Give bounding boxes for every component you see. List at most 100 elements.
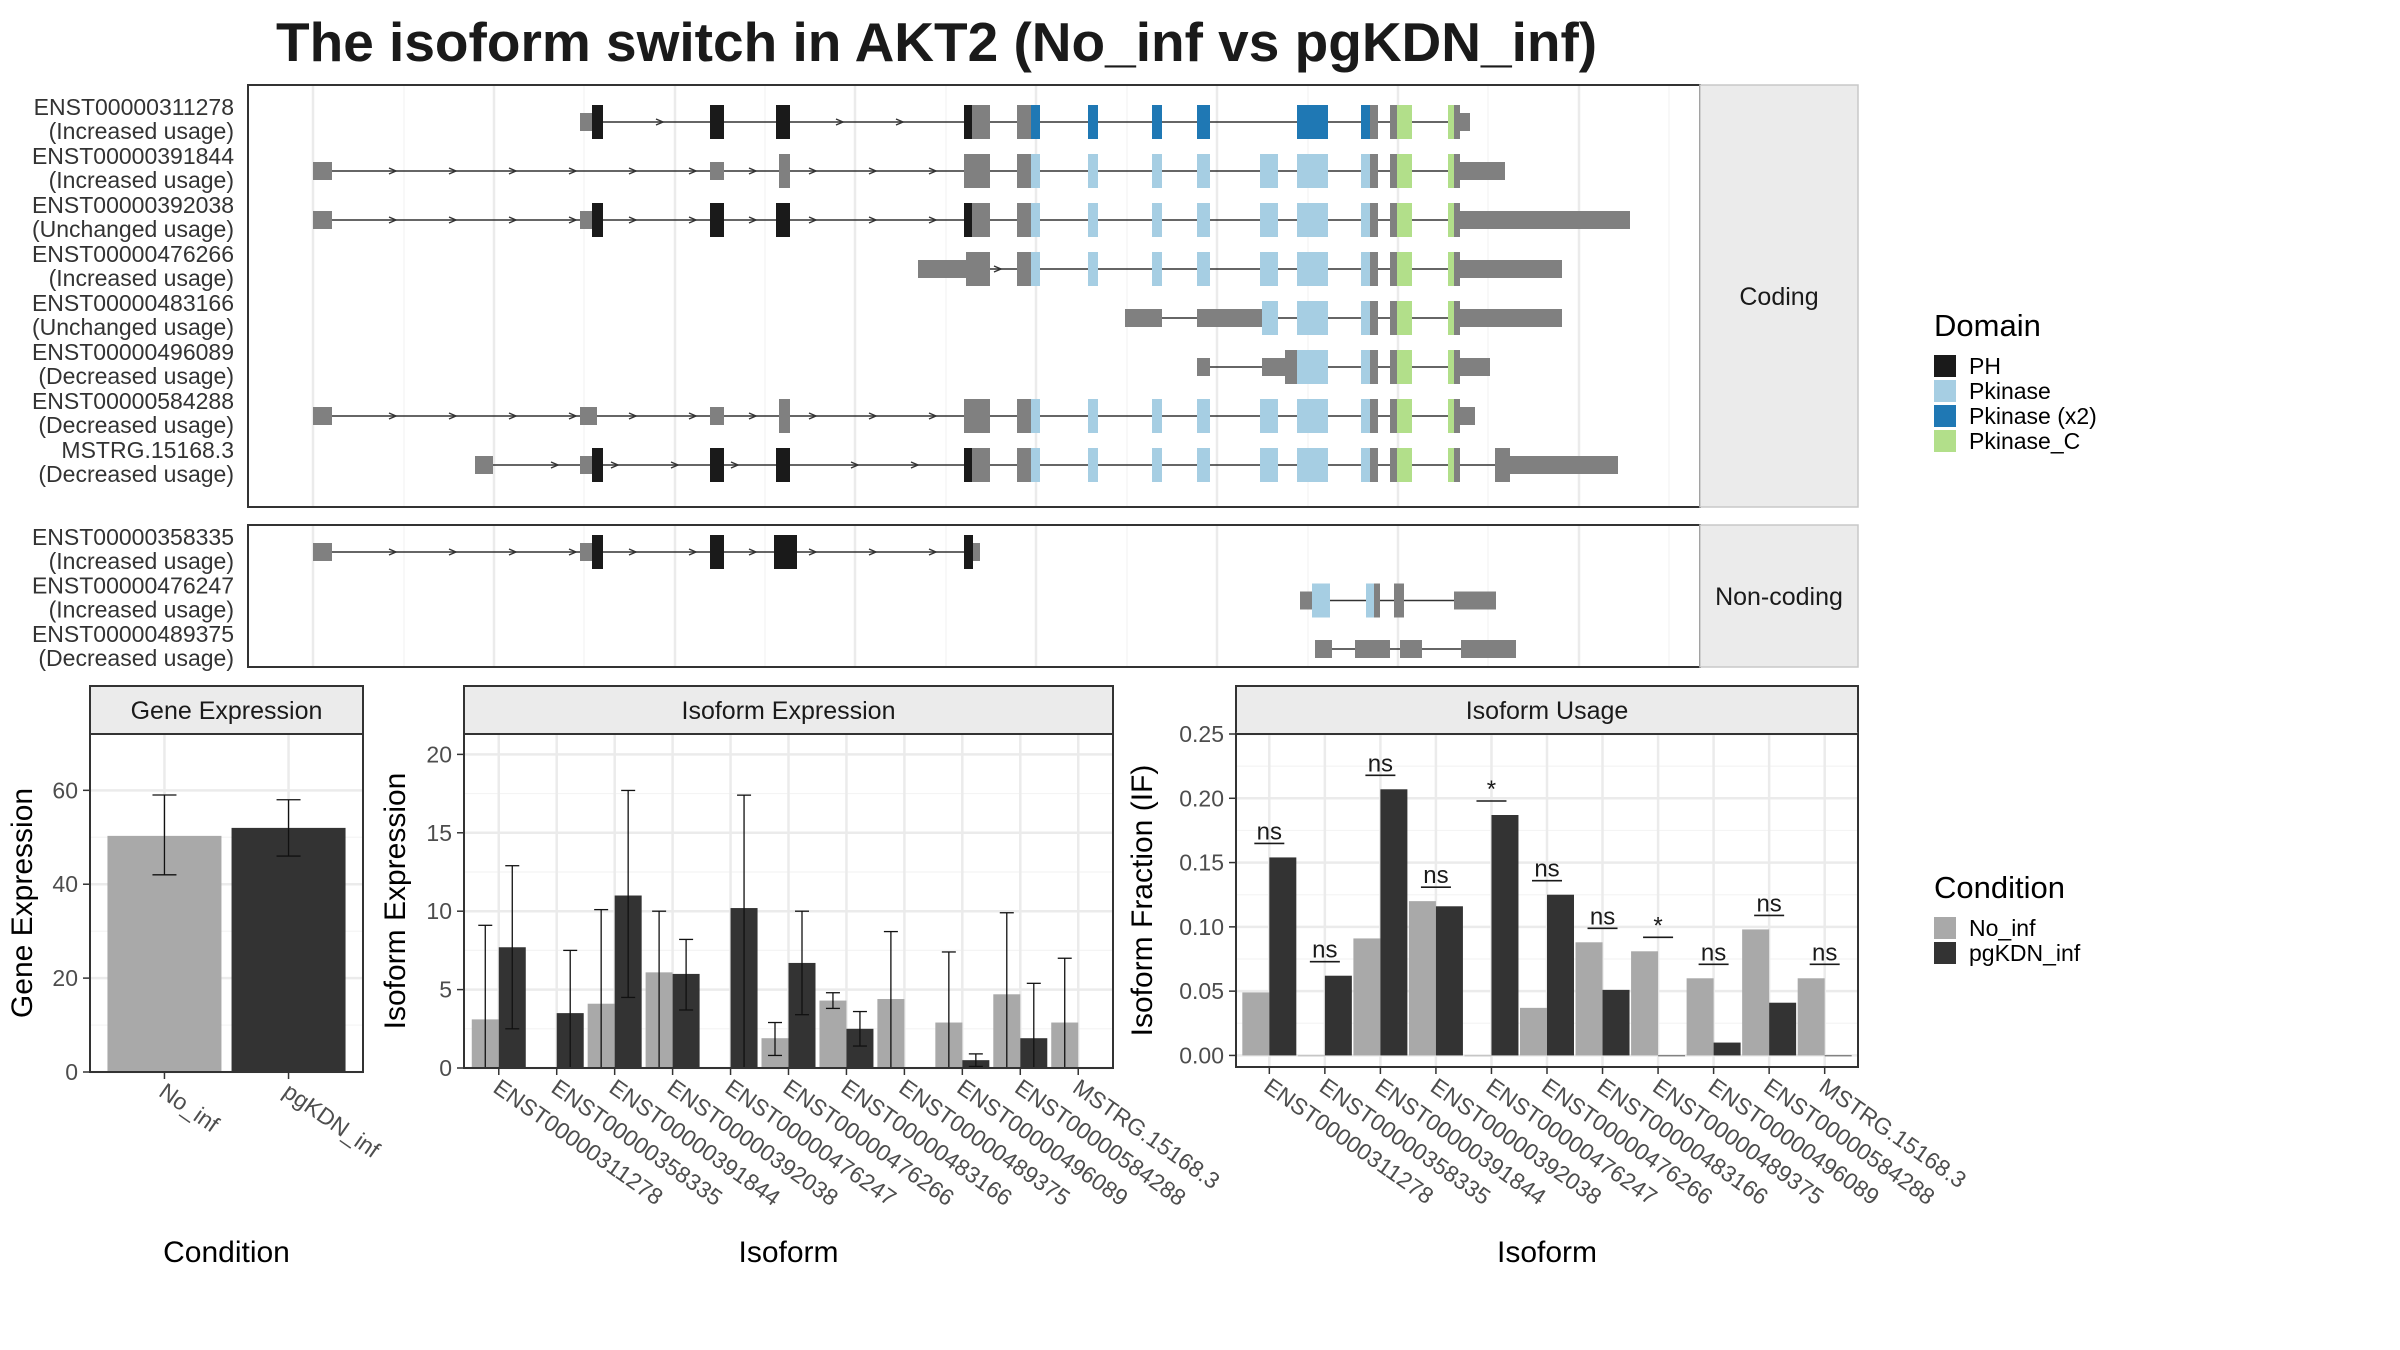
y-tick-label: 20 <box>426 741 452 767</box>
exon-block <box>964 448 972 482</box>
exon-block <box>1454 591 1461 610</box>
y-tick-label: 0.15 <box>1179 850 1224 876</box>
direction-arrow <box>835 118 845 126</box>
transcript-id-label: ENST00000392038 <box>32 192 234 218</box>
exon-block <box>580 543 592 561</box>
transcript-usage-label: (Decreased usage) <box>38 645 234 671</box>
exon-block <box>1017 203 1031 237</box>
condition-legend-title: Condition <box>1934 870 2065 905</box>
exon-block <box>1454 448 1460 482</box>
exon-block <box>710 448 724 482</box>
condition-legend-label: No_inf <box>1969 915 2036 941</box>
y-tick-label: 10 <box>426 898 452 924</box>
direction-arrow <box>748 167 758 175</box>
exon-block <box>1454 301 1460 335</box>
exon-block <box>1297 301 1328 335</box>
direction-arrow <box>688 167 698 175</box>
direction-arrow <box>568 548 578 556</box>
facet-strip-title: Isoform Usage <box>1466 697 1629 725</box>
exon-block <box>1448 301 1454 335</box>
coding-panel-strip <box>1699 84 1859 508</box>
exon-block <box>1390 154 1397 188</box>
y-tick-label: 60 <box>52 777 78 803</box>
exon-block <box>1262 358 1285 376</box>
facet-strip <box>1235 685 1859 735</box>
noncoding-panel-strip <box>1699 524 1859 668</box>
plot-frame <box>89 733 364 1073</box>
exon-block <box>776 448 790 482</box>
exon-block <box>1394 583 1404 618</box>
exon-block <box>1397 252 1412 286</box>
exon-block <box>1088 399 1098 433</box>
x-axis-title: Condition <box>163 1236 290 1269</box>
exon-block <box>1152 399 1162 433</box>
significance-label: ns <box>1701 939 1726 966</box>
exon-block <box>1031 399 1040 433</box>
domain-legend-label: Pkinase (x2) <box>1969 403 2097 429</box>
exon-block <box>1197 309 1262 327</box>
exon-block <box>710 162 724 180</box>
y-tick-label: 0.20 <box>1179 785 1224 811</box>
coding-panel-background <box>248 85 1700 507</box>
condition-legend-label: pgKDN_inf <box>1969 940 2081 966</box>
significance-label: ns <box>1812 939 1837 966</box>
exon-block <box>1285 350 1297 384</box>
exon-block <box>710 105 724 139</box>
exon-block <box>1510 456 1618 474</box>
domain-legend-label: Pkinase_C <box>1969 428 2080 454</box>
exon-block <box>580 113 592 131</box>
x-tick-label: No_inf <box>155 1078 225 1138</box>
direction-arrow <box>448 216 458 224</box>
exon-block <box>1370 203 1378 237</box>
direction-arrow <box>688 412 698 420</box>
bar <box>1824 1055 1852 1057</box>
significance-label: ns <box>1368 750 1393 777</box>
exon-block <box>1260 252 1278 286</box>
direction-arrow <box>628 216 638 224</box>
exon-block <box>1361 203 1370 237</box>
transcript-usage-label: (Decreased usage) <box>38 412 234 438</box>
exon-block <box>1297 350 1328 384</box>
exon-block <box>1260 399 1278 433</box>
exon-block <box>1017 154 1031 188</box>
exon-block <box>592 203 603 237</box>
exon-block <box>592 105 603 139</box>
exon-block <box>1297 154 1328 188</box>
transcript-usage-label: (Decreased usage) <box>38 363 234 389</box>
x-axis-title: Isoform <box>1497 1236 1597 1269</box>
bar <box>1742 929 1770 1056</box>
exon-block <box>1374 583 1380 618</box>
transcript-id-label: ENST00000391844 <box>32 143 234 169</box>
y-tick-label: 0.10 <box>1179 914 1224 940</box>
domain-legend-key <box>1934 430 1956 452</box>
exon-block <box>972 448 990 482</box>
bar <box>231 827 346 1072</box>
facet-strip <box>89 685 364 735</box>
direction-arrow <box>610 461 620 469</box>
x-tick-label: pgKDN_inf <box>279 1078 386 1163</box>
y-axis-title: Isoform Fraction (IF) <box>1126 765 1159 1037</box>
direction-arrow <box>748 412 758 420</box>
exon-block <box>776 105 790 139</box>
transcript-usage-label: (Increased usage) <box>49 118 234 144</box>
exon-block <box>1152 252 1162 286</box>
exon-block <box>1454 203 1460 237</box>
exon-block <box>710 203 724 237</box>
direction-arrow <box>910 461 920 469</box>
y-axis-title: Gene Expression <box>6 788 39 1018</box>
exon-block <box>1495 448 1510 482</box>
exon-block <box>1355 640 1390 658</box>
direction-arrow <box>730 461 740 469</box>
exon-block <box>710 535 724 569</box>
direction-arrow <box>550 461 560 469</box>
significance-label: ns <box>1756 890 1781 917</box>
transcript-usage-label: (Increased usage) <box>49 265 234 291</box>
transcript-id-label: ENST00000489375 <box>32 621 234 647</box>
bar <box>1658 1055 1686 1057</box>
exon-block <box>313 407 332 425</box>
exon-block <box>776 203 790 237</box>
exon-block <box>1454 399 1460 433</box>
exon-block <box>1017 105 1031 139</box>
exon-block <box>1390 301 1397 335</box>
